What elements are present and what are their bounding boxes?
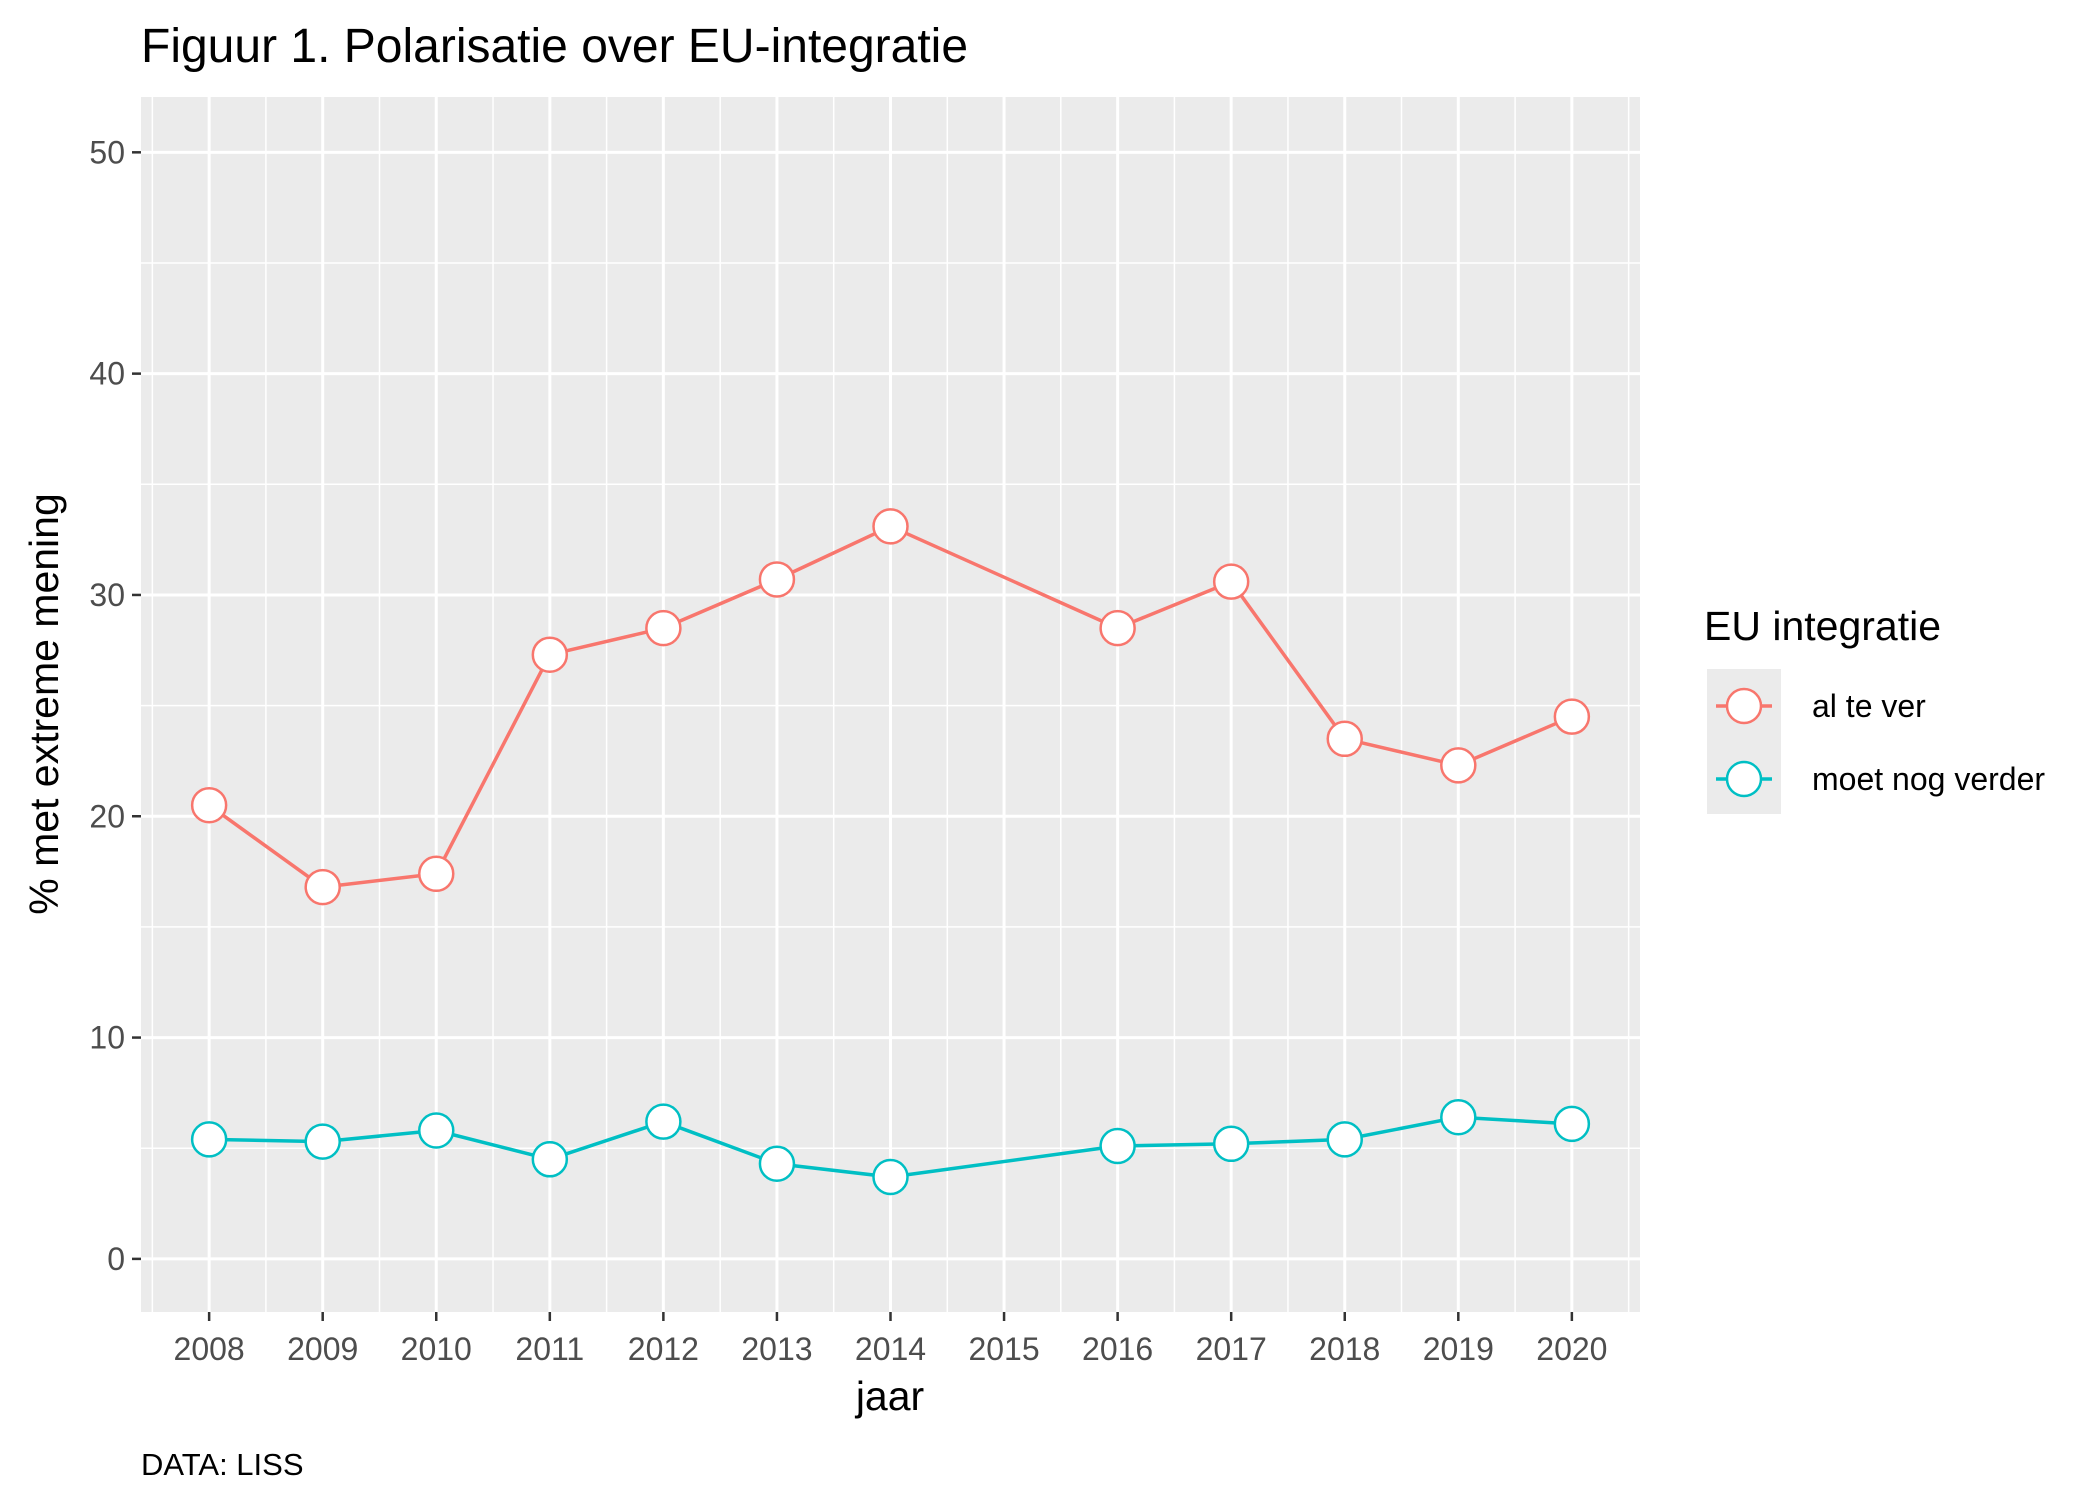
data-point [1212, 1125, 1250, 1163]
data-point [531, 1141, 569, 1178]
legend-item: al te ver [1716, 687, 1926, 725]
data-point [190, 1121, 228, 1158]
data-point [1326, 1121, 1363, 1158]
x-tick-label: 2018 [1309, 1331, 1380, 1367]
data-point [1099, 609, 1136, 647]
series-moet-nog-verder [190, 1098, 1591, 1196]
data-point [304, 1123, 341, 1160]
y-tick-label: 50 [89, 134, 125, 170]
y-tick-label: 0 [107, 1241, 125, 1277]
x-tick-label: 2015 [968, 1331, 1039, 1367]
data-point [531, 636, 569, 673]
y-axis: 0 10 20 30 40 50 [89, 134, 141, 1277]
data-point [758, 561, 796, 598]
data-point [872, 1158, 909, 1196]
legend-label: al te ver [1812, 688, 1926, 724]
y-tick-label: 10 [89, 1020, 125, 1056]
data-point [1099, 1127, 1136, 1165]
data-point [1212, 563, 1250, 600]
x-tick-label: 2014 [855, 1331, 926, 1367]
x-tick-label: 2011 [515, 1331, 584, 1367]
y-tick-label: 20 [89, 798, 125, 834]
x-tick-label: 2012 [628, 1331, 699, 1367]
x-tick-label: 2013 [741, 1331, 812, 1367]
data-point [645, 1103, 682, 1140]
x-tick-label: 2009 [287, 1331, 358, 1367]
series-layer [190, 508, 1591, 1196]
data-point [1326, 720, 1363, 758]
legend-key-point [1725, 687, 1763, 725]
x-axis-label: jaar [855, 1373, 924, 1419]
data-point [1440, 747, 1477, 784]
data-point [1553, 1105, 1591, 1143]
data-point [304, 868, 341, 906]
data-point [1440, 1098, 1477, 1136]
caption: DATA: LISS [141, 1447, 304, 1482]
legend: EU integratie al te ver moet nog verder [1704, 603, 2045, 814]
data-point [758, 1145, 796, 1182]
legend-key-point [1725, 760, 1763, 798]
x-tick-label: 2008 [174, 1331, 245, 1367]
y-axis-label: % met extreme mening [21, 493, 67, 915]
x-tick-label: 2019 [1423, 1331, 1494, 1367]
data-point [418, 855, 455, 893]
series-line [209, 1115, 1573, 1179]
series-al-te-ver [190, 508, 1591, 906]
series-line [208, 524, 1573, 889]
data-point [1553, 698, 1591, 735]
x-axis: 2008 2009 2010 2011 2012 2013 2014 2015 2016 2017… [174, 1312, 1607, 1367]
data-point [418, 1112, 455, 1149]
chart-title: Figuur 1. Polarisatie over EU-integratie [141, 20, 968, 73]
legend-item: moet nog verder [1716, 760, 2045, 798]
data-point [645, 609, 682, 647]
x-tick-label: 2020 [1536, 1331, 1607, 1367]
data-point [872, 508, 909, 545]
legend-label: moet nog verder [1812, 761, 2045, 797]
x-tick-label: 2010 [401, 1331, 472, 1367]
legend-title: EU integratie [1704, 603, 1941, 649]
x-tick-label: 2017 [1196, 1331, 1267, 1367]
x-tick-label: 2016 [1082, 1331, 1153, 1367]
y-tick-label: 40 [89, 356, 125, 392]
y-tick-label: 30 [89, 577, 125, 613]
data-point [190, 786, 228, 824]
